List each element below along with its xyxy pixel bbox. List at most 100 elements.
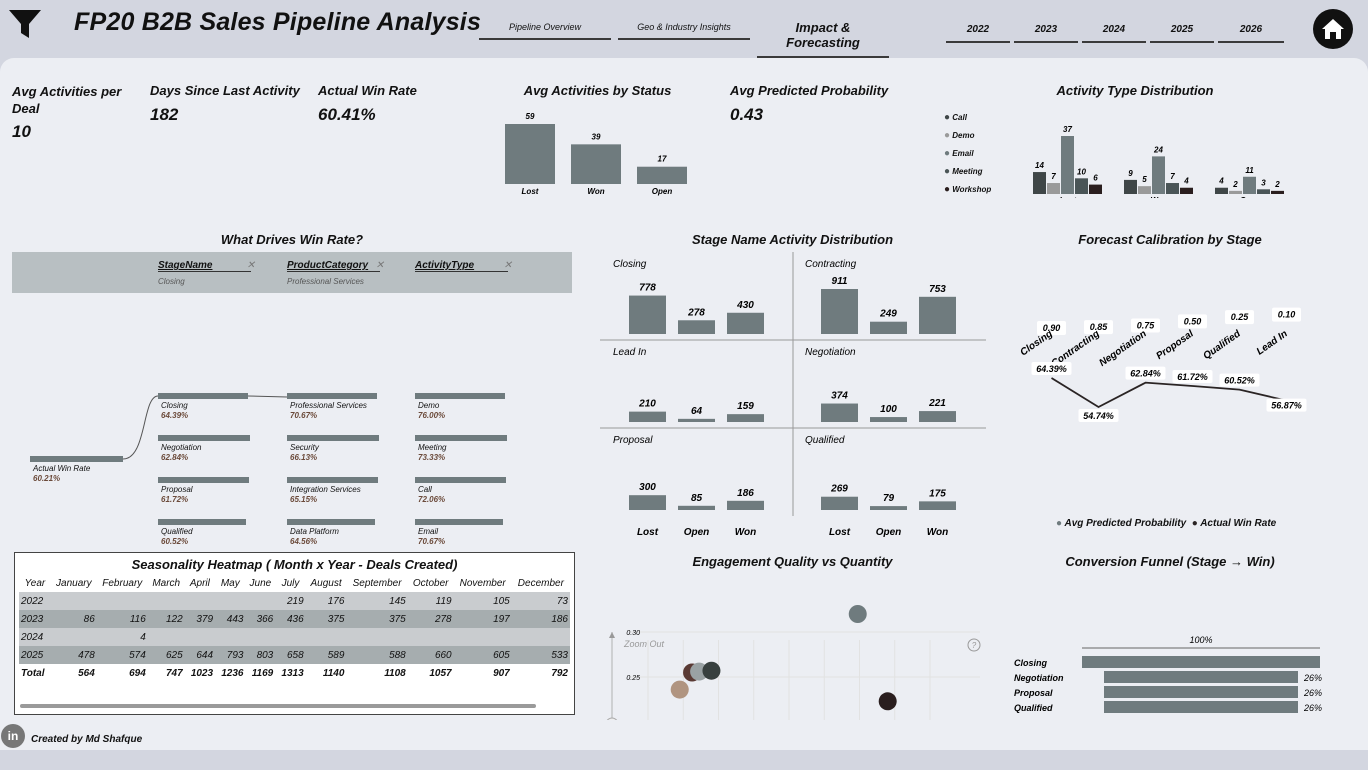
value-label: 221 xyxy=(928,398,946,409)
heatmap-col-header[interactable]: March xyxy=(147,574,185,592)
year-2024[interactable]: 2024 xyxy=(1082,24,1146,43)
funnel-bar-proposal xyxy=(1104,686,1298,698)
linkedin-icon[interactable]: in xyxy=(1,724,25,748)
heatmap-col-header[interactable]: May xyxy=(215,574,246,592)
heatmap-col-header[interactable]: September xyxy=(346,574,408,592)
decomp-value: 76.00% xyxy=(418,411,446,420)
value-label: 17 xyxy=(658,155,667,164)
year-2023[interactable]: 2023 xyxy=(1014,24,1078,43)
heatmap-col-header[interactable]: April xyxy=(184,574,216,592)
decomp-bar[interactable] xyxy=(415,519,503,525)
heatmap-col-header[interactable]: August xyxy=(305,574,347,592)
tab-geo-industry[interactable]: Geo & Industry Insights xyxy=(618,22,750,40)
heatmap-col-header[interactable]: Year xyxy=(19,574,51,592)
rate-label: 62.84% xyxy=(1130,369,1161,379)
year-2022[interactable]: 2022 xyxy=(946,24,1010,43)
decomp-bar[interactable] xyxy=(158,435,250,441)
heatmap-col-header[interactable]: October xyxy=(407,574,454,592)
funnel-label: Closing xyxy=(1014,658,1048,668)
kpi-days-since-value: 182 xyxy=(150,105,179,124)
decomp-tree[interactable]: StageName ✕ Closing Closing 64.39% Negotiatio… xyxy=(12,252,572,565)
decomp-bar[interactable] xyxy=(287,393,377,399)
label-box xyxy=(1031,362,1072,375)
decomp-bar[interactable] xyxy=(287,519,375,525)
decomp-col-sub: Closing xyxy=(158,277,185,286)
bar xyxy=(821,496,858,510)
legend-item-meeting[interactable]: ● Meeting xyxy=(944,166,983,177)
chart-activities-status[interactable]: 59 Lost 39 Won 17 Open xyxy=(500,106,700,198)
heatmap-cell: 2022 xyxy=(19,592,51,610)
decomp-root-bar[interactable] xyxy=(30,456,123,462)
legend-item-workshop[interactable]: ● Workshop xyxy=(944,184,992,195)
year-2026[interactable]: 2026 xyxy=(1218,24,1284,43)
decomp-value: 73.33% xyxy=(418,453,446,462)
chart-stage-activity[interactable]: Closing 778 278 430 Contracting 911 249 753 Lead… xyxy=(600,252,990,537)
funnel-value: 26% xyxy=(1303,703,1322,713)
legend-item-call[interactable]: ● Call xyxy=(944,112,967,123)
value-label: 269 xyxy=(830,484,848,495)
decomp-label: Demo xyxy=(418,401,440,410)
decomp-bar[interactable] xyxy=(158,519,246,525)
decomp-label: Professional Services xyxy=(290,401,367,410)
heatmap-cell: 605 xyxy=(453,646,512,664)
decomp-bar[interactable] xyxy=(415,477,506,483)
heatmap-cell xyxy=(50,592,97,610)
heatmap-scrollbar[interactable] xyxy=(20,704,536,708)
decomp-col-header[interactable]: ProductCategory ✕ xyxy=(287,260,384,272)
heatmap-col-header[interactable]: July xyxy=(275,574,306,592)
bar-demo xyxy=(1047,183,1060,194)
decomp-bar[interactable] xyxy=(415,435,507,441)
value-label: 9 xyxy=(1128,169,1133,178)
decomp-bar[interactable] xyxy=(287,435,379,441)
chart-funnel[interactable]: 100% Closing Negotiation 26% Proposal 26% Qual… xyxy=(1010,570,1335,715)
decomp-label: Data Platform xyxy=(290,527,339,536)
decomp-col-header[interactable]: StageName ✕ xyxy=(158,260,255,272)
decomp-label: Negotiation xyxy=(161,443,202,452)
decomp-bar[interactable] xyxy=(158,477,249,483)
heatmap-cell: 1140 xyxy=(305,664,347,682)
arrow-up-icon xyxy=(609,632,615,638)
decomp-bar[interactable] xyxy=(415,393,505,399)
value-label: 911 xyxy=(832,276,848,287)
value-label: 778 xyxy=(639,283,656,294)
panel-title: Qualified xyxy=(805,435,845,446)
rate-label: 61.72% xyxy=(1177,372,1208,382)
value-label: 159 xyxy=(737,401,754,412)
heatmap-col-header[interactable]: November xyxy=(453,574,512,592)
decomp-bar[interactable] xyxy=(287,477,378,483)
tab-pipeline-overview[interactable]: Pipeline Overview xyxy=(479,22,611,40)
heatmap-col-header[interactable]: June xyxy=(245,574,276,592)
kpi-predicted-prob-value: 0.43 xyxy=(730,105,764,124)
heatmap-cell: 379 xyxy=(184,610,216,628)
filter-icon[interactable] xyxy=(8,8,42,40)
chart-title-activity-type: Activity Type Distribution xyxy=(1056,83,1214,98)
value-label: 0.50 xyxy=(1184,316,1202,326)
value-label: 4 xyxy=(1218,177,1224,186)
bar-open xyxy=(637,166,687,184)
chart-engagement[interactable]: Zoom Out?20.0040.0060.0080.00100.00120.0… xyxy=(600,570,990,720)
heatmap-cell xyxy=(305,628,347,646)
value-label: 278 xyxy=(687,307,705,318)
year-2025[interactable]: 2025 xyxy=(1150,24,1214,43)
heatmap-cell: 219 xyxy=(275,592,306,610)
heatmap-col-header[interactable]: February xyxy=(96,574,148,592)
bar xyxy=(821,403,858,422)
chart-forecast[interactable]: 0.90Closing0.85Contracting0.75Negotiatio… xyxy=(1012,252,1322,502)
decomp-col-header[interactable]: ActivityType ✕ xyxy=(415,260,512,272)
funnel-value: 26% xyxy=(1303,688,1322,698)
panel-title: Closing xyxy=(613,259,647,270)
decomp-bar[interactable] xyxy=(158,393,248,399)
heatmap-col-header[interactable]: January xyxy=(50,574,97,592)
decomp-label: Proposal xyxy=(161,485,193,494)
home-icon[interactable] xyxy=(1313,9,1353,49)
chart-activity-type[interactable]: 14737106Lost952474Won421132Open xyxy=(1028,106,1298,198)
legend-item-email[interactable]: ● Email xyxy=(944,148,974,159)
category-label: Won xyxy=(735,527,756,537)
heatmap-col-header[interactable]: December xyxy=(511,574,570,592)
funnel-top-label: 100% xyxy=(1189,635,1212,645)
chart-title-funnel: Conversion Funnel (Stage → Win) xyxy=(1065,554,1275,569)
funnel-bar-qualified xyxy=(1104,701,1298,713)
tab-impact-forecasting[interactable]: Impact & Forecasting xyxy=(757,20,889,58)
scatter-point xyxy=(878,692,897,711)
legend-item-demo[interactable]: ● Demo xyxy=(944,130,975,141)
